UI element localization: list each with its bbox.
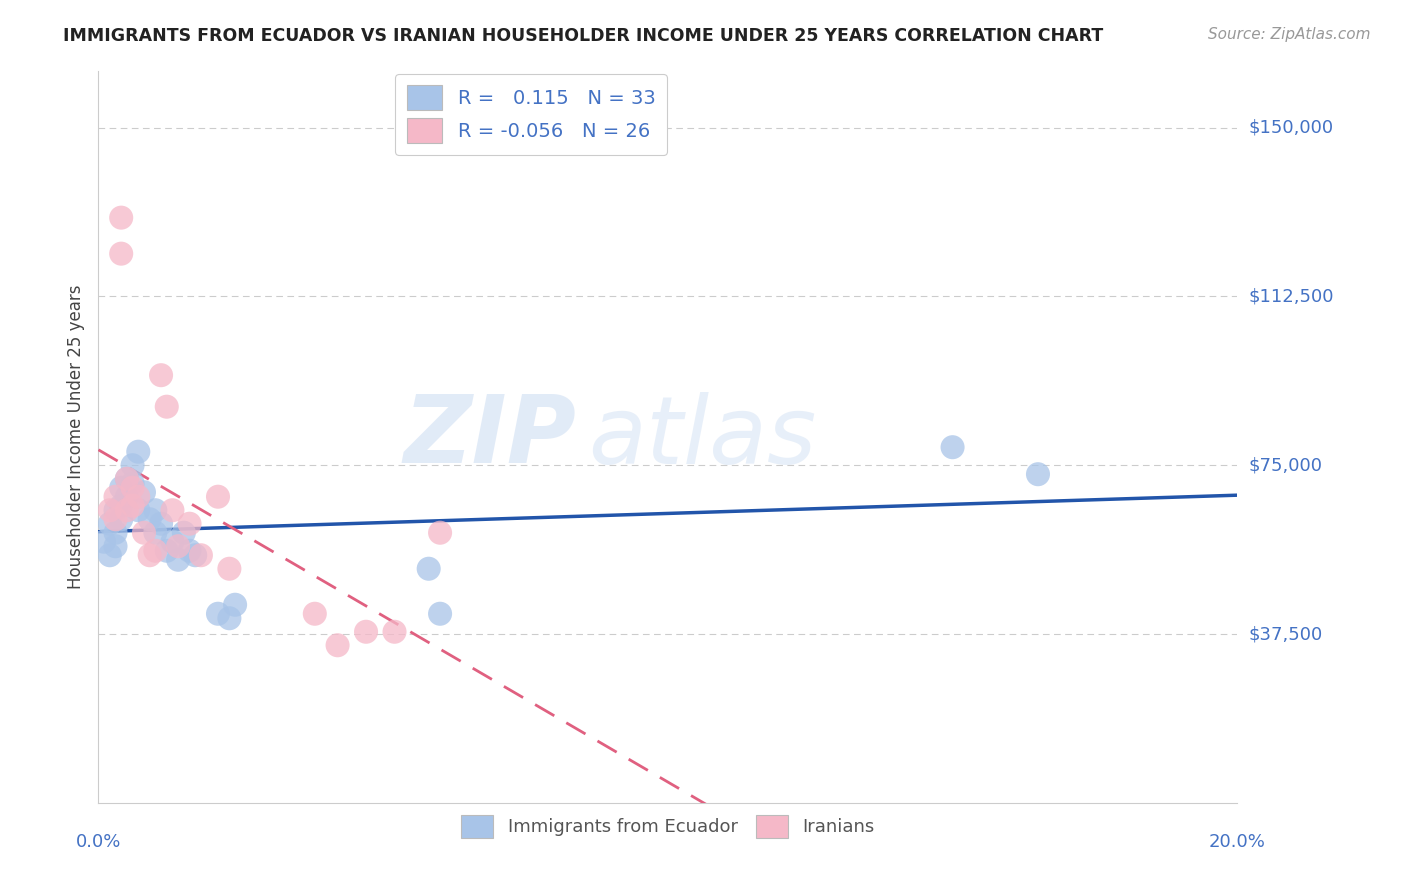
Point xyxy=(127,444,149,458)
Point xyxy=(115,490,138,504)
Point xyxy=(179,516,201,531)
Point xyxy=(218,562,240,576)
Point xyxy=(150,516,173,531)
Text: 0.0%: 0.0% xyxy=(76,833,121,851)
Text: IMMIGRANTS FROM ECUADOR VS IRANIAN HOUSEHOLDER INCOME UNDER 25 YEARS CORRELATION: IMMIGRANTS FROM ECUADOR VS IRANIAN HOUSE… xyxy=(63,27,1104,45)
Point xyxy=(121,458,143,473)
Point xyxy=(115,472,138,486)
Point xyxy=(145,543,167,558)
Point xyxy=(115,472,138,486)
Point xyxy=(429,525,451,540)
Point xyxy=(354,624,377,639)
Point xyxy=(162,534,184,549)
Point xyxy=(132,525,155,540)
Point xyxy=(110,246,132,260)
Point xyxy=(93,534,115,549)
Point xyxy=(384,624,406,639)
Point xyxy=(104,512,127,526)
Point xyxy=(184,548,207,562)
Point xyxy=(145,525,167,540)
Point xyxy=(98,516,121,531)
Point xyxy=(104,539,127,553)
Point xyxy=(150,368,173,383)
Text: 20.0%: 20.0% xyxy=(1209,833,1265,851)
Point xyxy=(173,525,195,540)
Text: $75,000: $75,000 xyxy=(1249,456,1323,475)
Point xyxy=(326,638,349,652)
Text: $37,500: $37,500 xyxy=(1249,625,1323,643)
Point xyxy=(167,539,190,553)
Point xyxy=(418,562,440,576)
Text: Source: ZipAtlas.com: Source: ZipAtlas.com xyxy=(1208,27,1371,42)
Point xyxy=(98,503,121,517)
Point xyxy=(218,611,240,625)
Point xyxy=(304,607,326,621)
Point xyxy=(121,476,143,491)
Point xyxy=(145,503,167,517)
Point xyxy=(132,485,155,500)
Point xyxy=(207,607,229,621)
Point xyxy=(127,490,149,504)
Point xyxy=(104,503,127,517)
Point xyxy=(156,543,179,558)
Point xyxy=(104,525,127,540)
Point xyxy=(179,543,201,558)
Point xyxy=(138,548,160,562)
Point xyxy=(156,400,179,414)
Point xyxy=(429,607,451,621)
Y-axis label: Householder Income Under 25 years: Householder Income Under 25 years xyxy=(66,285,84,590)
Point xyxy=(121,481,143,495)
Point xyxy=(207,490,229,504)
Text: $150,000: $150,000 xyxy=(1249,119,1333,136)
Legend: Immigrants from Ecuador, Iranians: Immigrants from Ecuador, Iranians xyxy=(454,807,882,845)
Point xyxy=(1026,467,1049,482)
Point xyxy=(110,512,132,526)
Text: $112,500: $112,500 xyxy=(1249,287,1334,305)
Text: ZIP: ZIP xyxy=(404,391,576,483)
Point xyxy=(110,499,132,513)
Text: atlas: atlas xyxy=(588,392,817,483)
Point xyxy=(110,481,132,495)
Point xyxy=(121,499,143,513)
Point xyxy=(190,548,212,562)
Point xyxy=(167,553,190,567)
Point xyxy=(162,503,184,517)
Point xyxy=(115,503,138,517)
Point xyxy=(942,440,965,454)
Point xyxy=(127,503,149,517)
Point xyxy=(98,548,121,562)
Point xyxy=(110,211,132,225)
Point xyxy=(224,598,246,612)
Point xyxy=(138,512,160,526)
Point xyxy=(104,490,127,504)
